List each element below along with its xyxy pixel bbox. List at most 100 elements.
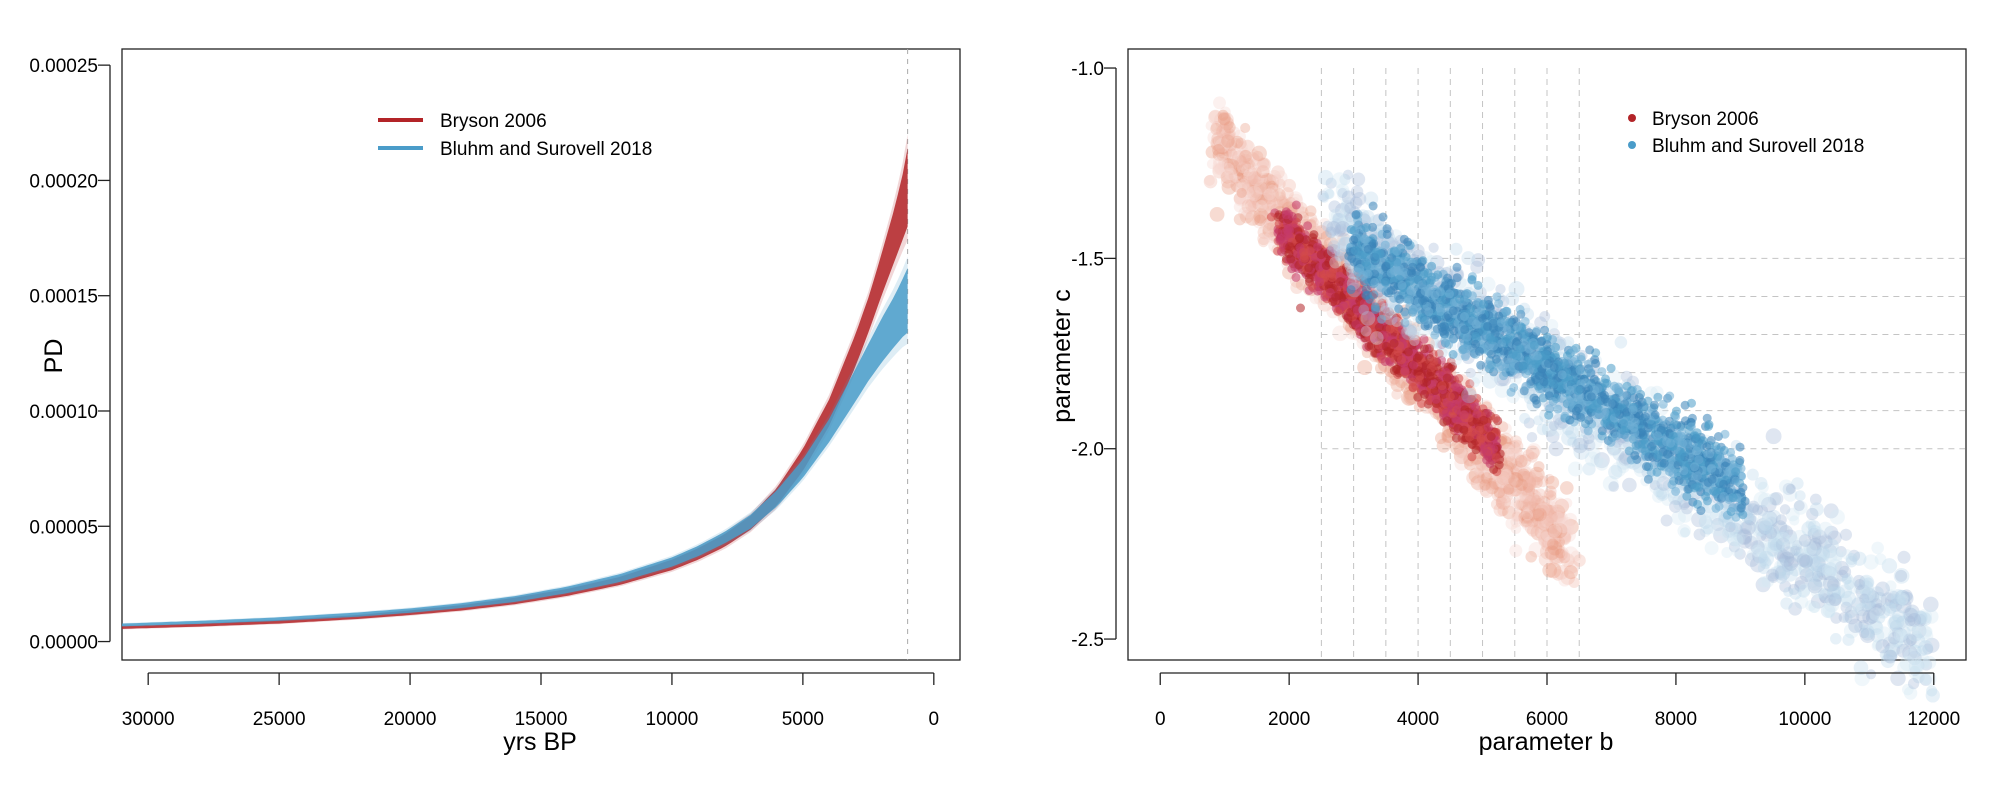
param-point [1519, 413, 1530, 424]
param-point [1383, 347, 1392, 356]
param-point [1352, 172, 1366, 186]
param-point [1394, 347, 1403, 356]
param-point [1808, 602, 1819, 613]
pd-x-tick-label: 30000 [122, 709, 175, 730]
param-point [1423, 368, 1432, 377]
param-point [1766, 428, 1782, 444]
param-point [1784, 557, 1798, 571]
param-point [1309, 230, 1318, 239]
param-point [1277, 197, 1287, 207]
param-point [1795, 490, 1806, 501]
param-point [1307, 282, 1316, 291]
param-point [1273, 170, 1288, 185]
param-point [1357, 360, 1372, 375]
param-point [1830, 633, 1841, 644]
param-point [1622, 478, 1637, 493]
param-point [1350, 197, 1363, 210]
param-point [1315, 277, 1324, 286]
param-point [1256, 161, 1270, 175]
param-point [1392, 365, 1401, 374]
param-point [1560, 481, 1574, 495]
param-point [1370, 331, 1384, 345]
param-point [1842, 634, 1854, 646]
pd-x-tick-label: 25000 [253, 709, 306, 730]
param-point [1852, 604, 1862, 614]
param-point [1705, 541, 1719, 555]
param-point [1615, 336, 1628, 349]
param-point [1912, 624, 1922, 634]
param-point [1472, 373, 1483, 384]
param-point [1908, 678, 1919, 689]
param-point [1608, 465, 1622, 479]
pd-y-tick-label: 0.00025 [29, 56, 98, 77]
param-point [1252, 146, 1267, 161]
param-point [1422, 377, 1431, 386]
param-point [1237, 188, 1247, 198]
param-point [1391, 389, 1402, 400]
param-point [1443, 416, 1452, 425]
param-point [1443, 374, 1452, 383]
pd-y-tick-label: 0.00000 [29, 633, 98, 654]
pd-x-tick-label: 0 [929, 709, 940, 730]
param-point [1539, 552, 1554, 567]
param-point [1752, 504, 1763, 515]
param-point [1875, 582, 1890, 597]
param-point [1533, 461, 1544, 472]
param-point [1206, 120, 1216, 130]
param-point [1417, 399, 1426, 408]
param-point [1351, 185, 1363, 197]
param-point [1922, 672, 1936, 686]
param-point [1306, 246, 1315, 255]
param-point [1861, 625, 1875, 639]
param-point [1487, 432, 1496, 441]
param-point [1894, 629, 1906, 641]
param-point [1292, 201, 1301, 210]
param-point [1552, 498, 1568, 514]
param-point [1213, 154, 1228, 169]
param-point [1241, 164, 1254, 177]
param-point [1326, 221, 1341, 236]
param-point [1825, 608, 1835, 618]
param-point [1916, 645, 1927, 656]
param-point [1404, 347, 1413, 356]
param-point [1730, 534, 1743, 547]
param-point [1290, 281, 1303, 294]
param-point [1897, 551, 1910, 564]
param-point [1381, 357, 1390, 366]
param-point [1472, 445, 1481, 454]
param-point [1501, 423, 1512, 434]
param-point [1755, 477, 1768, 490]
param-point [1758, 492, 1773, 507]
param-point [1590, 454, 1603, 467]
param-point [1525, 478, 1536, 489]
param-point [1218, 113, 1231, 126]
param-point [1862, 594, 1877, 609]
param-point [1285, 242, 1294, 251]
param-point [1544, 489, 1554, 499]
param-point [1509, 544, 1522, 557]
param-point [1764, 525, 1774, 535]
param-point [1477, 435, 1486, 444]
pd-y-tick-label: 0.00005 [29, 517, 98, 538]
param-point [1454, 374, 1463, 383]
param-point [1922, 626, 1932, 636]
param-point [1524, 495, 1537, 508]
param-point [1527, 432, 1537, 442]
param-point [1461, 388, 1477, 404]
param-point [1871, 542, 1884, 555]
param-point [1567, 437, 1577, 447]
param-point [1220, 168, 1234, 182]
param-point [1438, 381, 1447, 390]
param-point [1324, 189, 1334, 199]
param-point [1533, 415, 1543, 425]
param-point [1549, 441, 1564, 456]
param-point [1361, 210, 1375, 224]
param-point [1731, 545, 1743, 557]
param-point [1430, 357, 1439, 366]
param-point [1773, 541, 1784, 552]
param-point [1390, 339, 1399, 348]
param-point [1303, 221, 1312, 230]
param-point [1789, 515, 1799, 525]
param-point [1869, 607, 1883, 621]
